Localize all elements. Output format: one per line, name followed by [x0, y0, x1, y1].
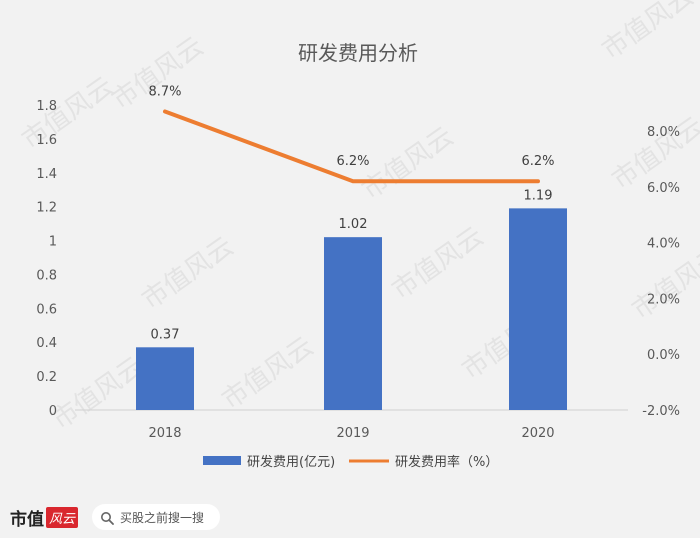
x-tick-label: 2019: [336, 426, 369, 441]
bar-data-label: 1.02: [339, 217, 368, 232]
search-box[interactable]: 买股之前搜一搜: [92, 504, 220, 530]
footer-bar: 市值 风云 买股之前搜一搜: [0, 497, 700, 538]
legend-swatch-bar: [203, 456, 241, 465]
right-tick-label: 4.0%: [647, 237, 680, 252]
left-tick-label: 0: [49, 404, 57, 419]
brand-logo: 市值 风云: [10, 505, 79, 530]
left-tick-label: 1.8: [36, 99, 57, 114]
left-tick-label: 0.4: [36, 336, 57, 351]
right-tick-label: 6.0%: [647, 181, 680, 196]
legend-label-line: 研发费用率（%）: [395, 454, 498, 470]
line-data-label: 6.2%: [336, 154, 369, 169]
bar-data-label: 1.19: [524, 188, 553, 203]
legend: 研发费用(亿元) 研发费用率（%）: [203, 454, 498, 470]
line-data-label: 6.2%: [521, 154, 554, 169]
right-tick-label: 0.0%: [647, 348, 680, 363]
right-axis-ticks: -2.0% 0.0% 2.0% 4.0% 6.0% 8.0%: [642, 125, 680, 419]
line-series: 8.7% 6.2% 6.2%: [148, 84, 555, 184]
left-tick-label: 1.4: [36, 167, 57, 182]
bar: [324, 237, 382, 410]
left-tick-label: 1: [49, 235, 57, 250]
search-placeholder: 买股之前搜一搜: [120, 510, 205, 525]
brand-seal: 风云: [46, 506, 79, 528]
bar-data-label: 0.37: [151, 327, 180, 342]
right-tick-label: -2.0%: [642, 404, 680, 419]
left-tick-label: 0.8: [36, 268, 57, 283]
bar: [509, 208, 567, 410]
brand-text: 市值: [10, 509, 44, 530]
left-tick-label: 1.2: [36, 201, 57, 216]
series-line: [163, 109, 540, 184]
left-tick-label: 0.6: [36, 302, 57, 317]
chart-title: 研发费用分析: [298, 41, 418, 65]
left-axis-ticks: 0 0.2 0.4 0.6 0.8 1 1.2 1.4 1.6 1.8: [36, 99, 57, 419]
left-tick-label: 0.2: [36, 370, 57, 385]
x-tick-label: 2018: [148, 426, 181, 441]
right-tick-label: 2.0%: [647, 292, 680, 307]
left-tick-label: 1.6: [36, 133, 57, 148]
x-tick-label: 2020: [521, 426, 554, 441]
bar: [136, 347, 194, 410]
bar-series: 0.37 1.02 1.19: [136, 188, 567, 410]
right-tick-label: 8.0%: [647, 125, 680, 140]
legend-label-bar: 研发费用(亿元): [247, 454, 335, 470]
line-data-label: 8.7%: [148, 84, 181, 99]
x-axis-ticks: 2018 2019 2020: [148, 426, 554, 441]
search-icon: [100, 510, 114, 525]
